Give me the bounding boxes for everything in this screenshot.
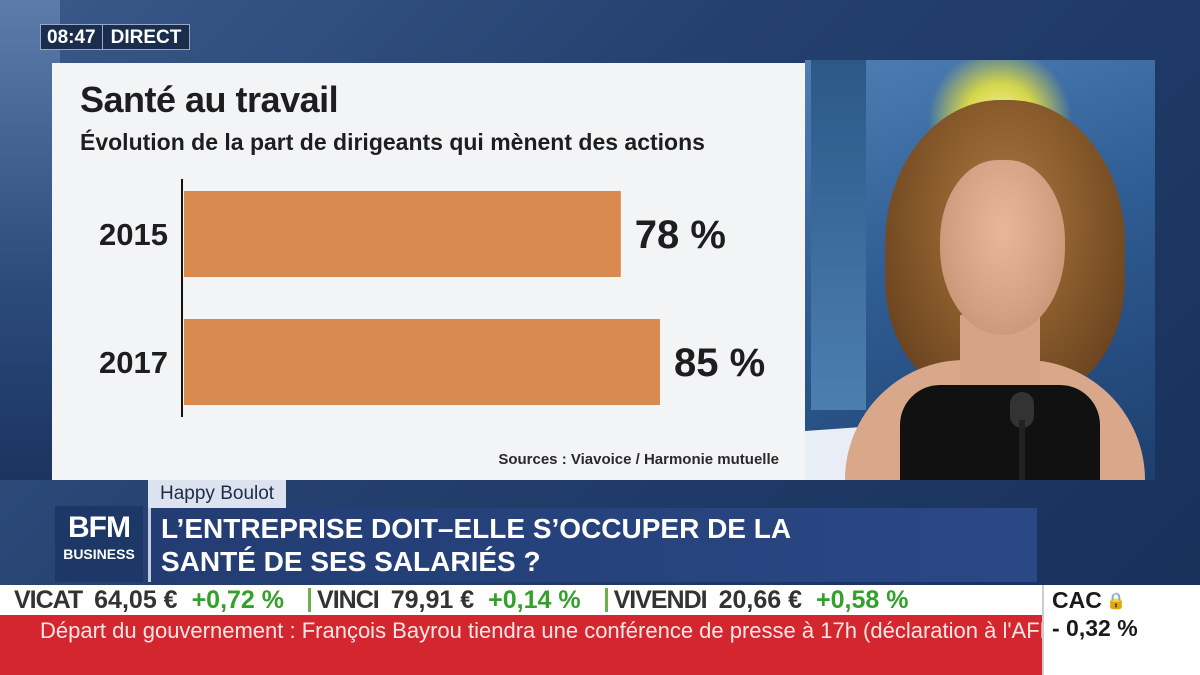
ticker-change: +0,72 %	[191, 585, 285, 614]
chart-panel: 2015 78 % 2017 85 % Santé au travail Évolut…	[52, 63, 805, 480]
ticker-change: +0,58 %	[816, 585, 909, 614]
show-name-tag: Happy Boulot	[148, 480, 287, 508]
channel-logo-line2: BUSINESS	[63, 546, 135, 562]
headline-banner: L’ENTREPRISE DOIT–ELLE S’OCCUPER DE LA S…	[148, 508, 1037, 582]
ticker-price: 79,91 €	[390, 585, 475, 614]
presenter-top	[900, 385, 1100, 480]
lock-icon: 🔒	[1106, 593, 1126, 610]
bar-2015	[184, 191, 621, 277]
bar-2017	[184, 319, 660, 405]
ticker-price: 20,66 €	[718, 585, 803, 614]
ticker-name: VINCI	[317, 585, 380, 614]
chart-subtitle: Évolution de la part de dirigeants qui m…	[80, 129, 705, 155]
live-label: DIRECT	[102, 24, 191, 50]
news-crawl: Départ du gouvernement : François Bayrou…	[0, 615, 1068, 675]
presenter-face	[940, 160, 1065, 335]
news-text: Départ du gouvernement : François Bayrou…	[40, 618, 1068, 643]
microphone-stand	[1019, 420, 1025, 480]
ticker-price: 64,05 €	[94, 585, 178, 614]
headline-text: L’ENTREPRISE DOIT–ELLE S’OCCUPER DE LA S…	[161, 513, 791, 577]
studio-camera-view	[805, 60, 1155, 480]
bar-chart: 2015 78 % 2017 85 %	[99, 179, 765, 417]
stock-ticker: VICAT 64,05 € +0,72 % VINCI 79,91 € +0,1…	[0, 585, 1042, 615]
ticker-separator	[308, 588, 312, 612]
ticker-change: +0,14 %	[488, 585, 581, 614]
live-clock: 08:47 DIRECT	[40, 24, 191, 50]
category-label-2017: 2017	[99, 345, 168, 380]
chart-title: Santé au travail	[80, 79, 339, 120]
ticker-name: VIVENDI	[613, 585, 708, 614]
channel-logo: BFM BUSINESS	[55, 506, 143, 582]
channel-logo-line1: BFM	[68, 511, 131, 544]
index-change: - 0,32 %	[1052, 615, 1138, 641]
category-label-2015: 2015	[99, 217, 168, 252]
chart-source: Sources : Viavoice / Harmonie mutuelle	[498, 451, 779, 468]
studio-background-left	[0, 0, 60, 480]
ticker-item: VINCI 79,91 € +0,14 %	[294, 585, 591, 615]
ticker-separator	[604, 588, 608, 612]
value-label-2015: 78 %	[635, 213, 726, 257]
index-box: CAC 🔒 - 0,32 %	[1042, 585, 1200, 675]
ticker-name: VICAT	[14, 585, 83, 614]
ticker-item: VICAT 64,05 € +0,72 %	[0, 585, 294, 615]
studio-screen	[811, 60, 866, 410]
index-name: CAC	[1052, 587, 1102, 613]
value-label-2017: 85 %	[674, 341, 765, 385]
ticker-item: VIVENDI 20,66 € +0,58 %	[591, 585, 919, 615]
clock-time: 08:47	[40, 24, 103, 50]
